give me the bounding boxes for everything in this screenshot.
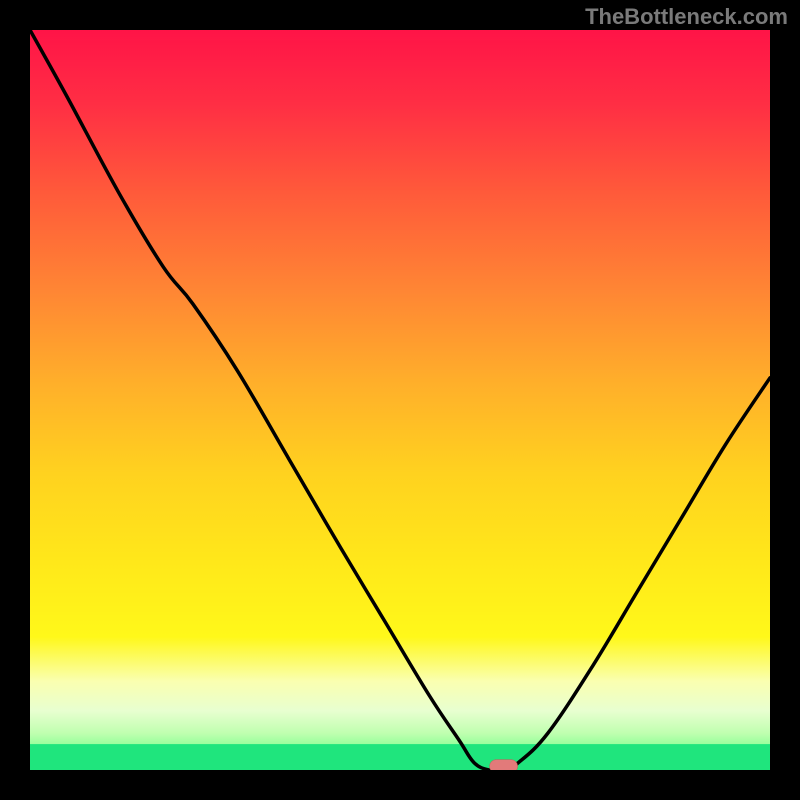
watermark-text: TheBottleneck.com (585, 4, 788, 30)
plot-frame (770, 0, 800, 800)
bottleneck-chart (0, 0, 800, 800)
plot-frame (0, 0, 30, 800)
baseline-band (30, 744, 770, 770)
chart-gradient-bg (30, 30, 770, 770)
plot-frame (0, 770, 800, 800)
chart-container: TheBottleneck.com (0, 0, 800, 800)
